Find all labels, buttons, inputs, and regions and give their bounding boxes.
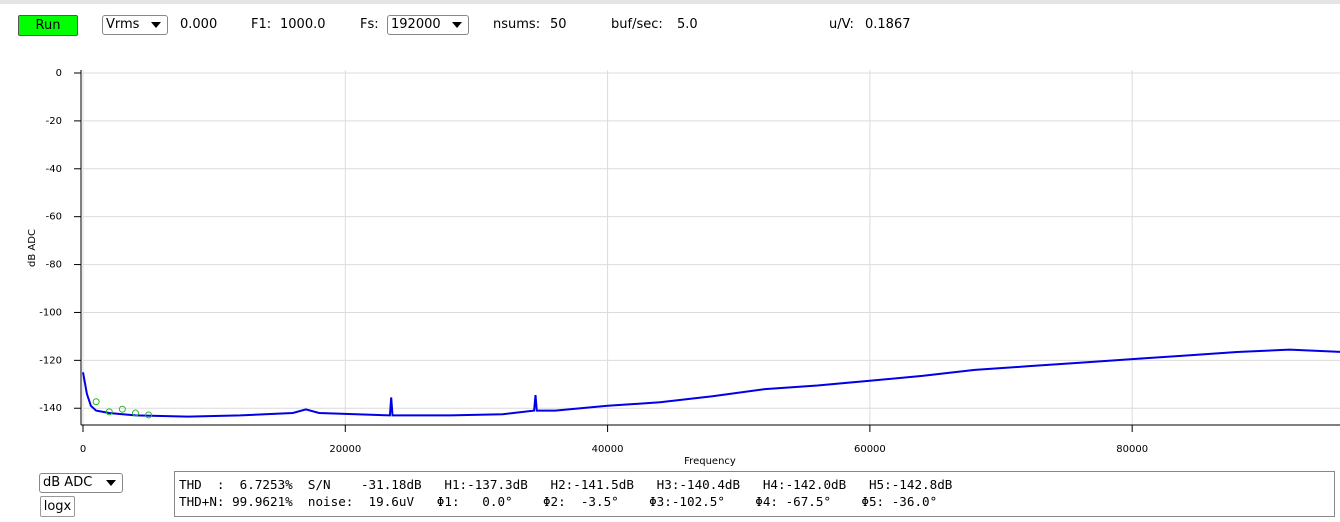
y-axis-label: dB ADC bbox=[27, 229, 38, 267]
bufsec-value: 5.0 bbox=[677, 17, 698, 32]
x-axis-label: Frequency bbox=[684, 456, 736, 467]
level: 0.000 bbox=[180, 17, 218, 32]
harmonic-marker bbox=[131, 409, 139, 417]
harmonic-marker bbox=[92, 398, 100, 406]
y-tick-label: -100 bbox=[39, 307, 62, 318]
fs-select[interactable]: 192000 bbox=[387, 15, 469, 35]
unit-select[interactable]: Vrms bbox=[102, 15, 168, 35]
f1-value: 1000.0 bbox=[280, 17, 326, 32]
stats-box: THD : 6.7253% S/N -31.18dB H1:-137.3dB H… bbox=[174, 471, 1335, 517]
nsums-label: nsums: bbox=[493, 17, 541, 32]
nsums-value: 50 bbox=[550, 17, 567, 32]
fs-label: Fs: bbox=[360, 17, 379, 32]
run-button[interactable]: Run bbox=[18, 15, 78, 36]
stats-row: THD+N: 99.9621% noise: 19.6uV Φ1: 0.0° Φ… bbox=[179, 494, 938, 509]
f1-label: F1: bbox=[251, 17, 272, 32]
logx-button[interactable]: logx bbox=[40, 496, 75, 517]
y-tick-label: -20 bbox=[46, 116, 62, 127]
y-tick-label: -120 bbox=[39, 355, 62, 366]
top-strip bbox=[0, 0, 1340, 4]
y-tick-label: -80 bbox=[46, 260, 62, 271]
uv-label: u/V: bbox=[829, 17, 854, 32]
x-tick-label: 60000 bbox=[854, 444, 886, 455]
harmonic-marker bbox=[118, 405, 126, 413]
x-tick-label: 80000 bbox=[1116, 444, 1148, 455]
harmonic-marker bbox=[145, 411, 153, 419]
bufsec-label: buf/sec: bbox=[611, 17, 663, 32]
x-tick-label: 40000 bbox=[592, 444, 624, 455]
scale-select[interactable]: dB ADC bbox=[39, 473, 123, 493]
y-tick-label: -60 bbox=[46, 212, 62, 223]
y-tick-label: 0 bbox=[56, 68, 62, 79]
x-tick-label: 0 bbox=[80, 444, 86, 455]
harmonic-marker bbox=[105, 408, 113, 416]
x-tick-label: 20000 bbox=[329, 444, 361, 455]
spectrum-line bbox=[82, 348, 1340, 418]
y-tick-label: -140 bbox=[39, 403, 62, 414]
y-tick-label: -40 bbox=[46, 164, 62, 175]
uv-value: 0.1867 bbox=[865, 17, 911, 32]
stats-row: THD : 6.7253% S/N -31.18dB H1:-137.3dB H… bbox=[179, 477, 953, 492]
